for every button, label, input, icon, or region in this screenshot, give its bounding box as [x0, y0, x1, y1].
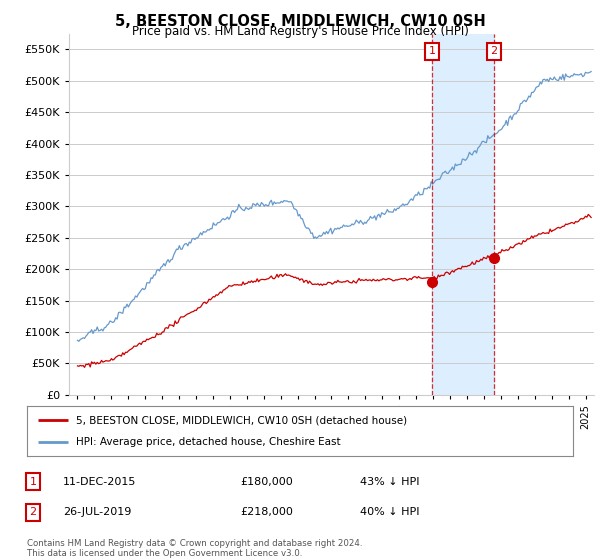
Text: HPI: Average price, detached house, Cheshire East: HPI: Average price, detached house, Ches…	[76, 437, 341, 447]
Text: 2: 2	[29, 507, 37, 517]
Bar	[432, 34, 494, 395]
Text: 43% ↓ HPI: 43% ↓ HPI	[360, 477, 419, 487]
Text: 40% ↓ HPI: 40% ↓ HPI	[360, 507, 419, 517]
Text: 1: 1	[29, 477, 37, 487]
Text: Price paid vs. HM Land Registry's House Price Index (HPI): Price paid vs. HM Land Registry's House …	[131, 25, 469, 38]
Text: 5, BEESTON CLOSE, MIDDLEWICH, CW10 0SH (detached house): 5, BEESTON CLOSE, MIDDLEWICH, CW10 0SH (…	[76, 415, 407, 425]
Text: Contains HM Land Registry data © Crown copyright and database right 2024.
This d: Contains HM Land Registry data © Crown c…	[27, 539, 362, 558]
Text: 11-DEC-2015: 11-DEC-2015	[63, 477, 136, 487]
Text: 1: 1	[429, 46, 436, 56]
Text: 2: 2	[490, 46, 497, 56]
Text: 5, BEESTON CLOSE, MIDDLEWICH, CW10 0SH: 5, BEESTON CLOSE, MIDDLEWICH, CW10 0SH	[115, 14, 485, 29]
Text: £218,000: £218,000	[240, 507, 293, 517]
Text: £180,000: £180,000	[240, 477, 293, 487]
Text: 26-JUL-2019: 26-JUL-2019	[63, 507, 131, 517]
